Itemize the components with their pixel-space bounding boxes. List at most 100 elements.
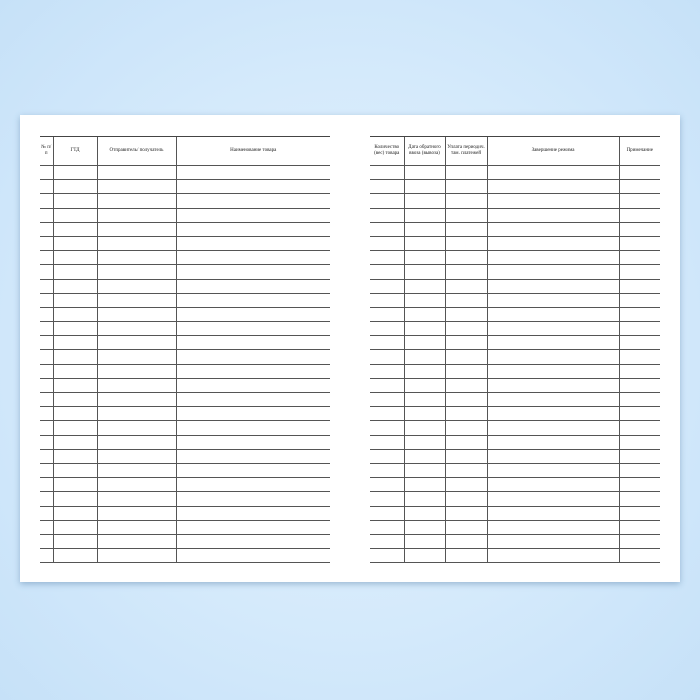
table-cell (403, 364, 445, 379)
table-cell (40, 463, 53, 479)
table-cell (370, 236, 404, 252)
table-row (40, 236, 330, 252)
table-cell (52, 420, 97, 436)
table-cell (175, 548, 330, 564)
table-cell (40, 392, 53, 408)
table-cell (486, 378, 619, 394)
table-cell (486, 193, 619, 209)
table-cell (444, 463, 487, 479)
table-cell (444, 236, 487, 252)
table-cell (52, 193, 97, 209)
table-row (40, 293, 330, 308)
table-row (40, 477, 330, 493)
header-row: № п/п ГТД Отправитель/ получатель Наимен… (40, 136, 330, 166)
table-cell (618, 222, 660, 237)
table-cell (403, 548, 445, 564)
table-row (370, 349, 660, 365)
table-cell (403, 406, 445, 422)
table-cell (40, 293, 53, 308)
table-cell (370, 548, 404, 564)
table-cell (40, 378, 53, 394)
table-cell (175, 534, 330, 550)
table-cell (52, 335, 97, 351)
table-cell (403, 222, 445, 237)
table-cell (370, 534, 404, 550)
table-cell (486, 208, 619, 223)
table-cell (40, 193, 53, 209)
table-cell (175, 250, 330, 266)
table-row (40, 491, 330, 507)
header-goods-name: Наименование товара (175, 136, 330, 166)
table-cell (618, 534, 660, 550)
table-cell (52, 222, 97, 237)
table-cell (444, 406, 487, 422)
table-cell (40, 548, 53, 564)
table-cell (486, 250, 619, 266)
table-cell (52, 506, 97, 521)
table-cell (403, 378, 445, 394)
table-cell (486, 534, 619, 550)
table-cell (175, 321, 330, 337)
table-cell (444, 222, 487, 237)
table-row (40, 392, 330, 408)
table-cell (52, 477, 97, 493)
table-cell (96, 250, 176, 266)
table-row (40, 222, 330, 237)
table-cell (96, 420, 176, 436)
table-cell (175, 236, 330, 252)
table-row (370, 279, 660, 294)
table-cell (370, 264, 404, 280)
table-cell (40, 264, 53, 280)
table-cell (403, 293, 445, 308)
table-row (370, 420, 660, 436)
table-cell (403, 264, 445, 280)
table-cell (403, 236, 445, 252)
table-cell (370, 208, 404, 223)
table-cell (96, 208, 176, 223)
table-row (370, 364, 660, 379)
table-cell (618, 548, 660, 564)
table-cell (40, 520, 53, 535)
table-cell (403, 477, 445, 493)
table-cell (40, 222, 53, 237)
table-cell (370, 250, 404, 266)
table-cell (175, 293, 330, 308)
table-cell (444, 193, 487, 209)
table-cell (444, 264, 487, 280)
table-cell (52, 392, 97, 408)
table-cell (370, 349, 404, 365)
table-row (370, 165, 660, 181)
table-cell (40, 179, 53, 195)
table-row (370, 307, 660, 323)
table-cell (618, 264, 660, 280)
table-cell (444, 534, 487, 550)
table-cell (52, 378, 97, 394)
header-payments: Уплата периодич. там. платежей (444, 136, 487, 166)
table-cell (444, 208, 487, 223)
table-cell (52, 449, 97, 464)
table-cell (403, 193, 445, 209)
table-cell (370, 335, 404, 351)
table-cell (52, 279, 97, 294)
table-row (40, 435, 330, 450)
table-cell (444, 321, 487, 337)
table-row (370, 548, 660, 564)
table-cell (40, 449, 53, 464)
header-gtd: ГТД (52, 136, 97, 166)
table-cell (96, 534, 176, 550)
table-row (370, 264, 660, 280)
table-cell (618, 307, 660, 323)
table-cell (486, 307, 619, 323)
table-cell (403, 179, 445, 195)
table-cell (486, 165, 619, 181)
table-cell (96, 406, 176, 422)
table-cell (52, 435, 97, 450)
table-cell (370, 491, 404, 507)
table-cell (403, 250, 445, 266)
table-cell (175, 307, 330, 323)
table-cell (96, 236, 176, 252)
table-cell (403, 349, 445, 365)
table-cell (618, 236, 660, 252)
table-cell (403, 307, 445, 323)
table-cell (486, 349, 619, 365)
